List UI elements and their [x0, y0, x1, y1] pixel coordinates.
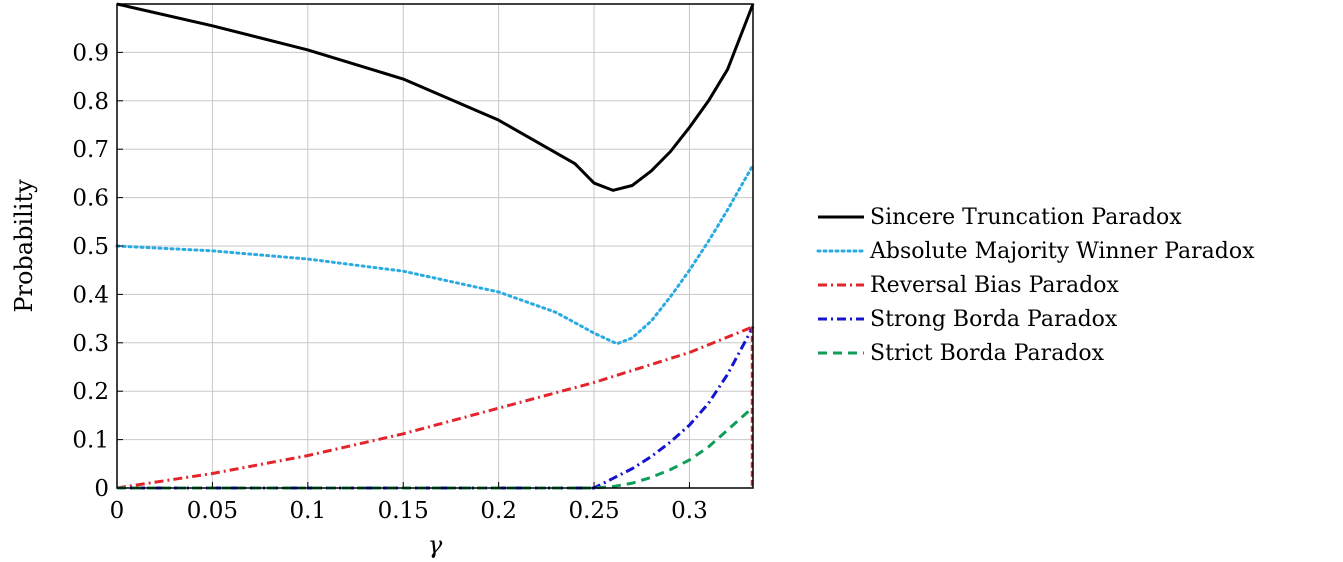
y-tick-label: 0.1 — [72, 428, 109, 454]
y-axis-label: Probability — [10, 179, 38, 313]
y-tick-label: 0.4 — [72, 282, 109, 308]
x-tick-label: 0 — [110, 498, 125, 524]
x-tick-label: 0.3 — [671, 498, 708, 524]
y-tick-label: 0.6 — [72, 186, 109, 212]
legend-label-4: Strong Borda Paradox — [870, 307, 1118, 332]
series-line-4 — [117, 326, 755, 490]
y-tick-label: 0.2 — [72, 379, 109, 405]
y-tick-label: 0.5 — [72, 234, 109, 260]
series-layer — [115, 2, 755, 490]
x-tick-labels: 0 0.05 0.1 0.15 0.2 0.25 0.3 — [110, 498, 708, 524]
legend-label-3: Reversal Bias Paradox — [870, 273, 1119, 298]
y-tick-label: 0.7 — [72, 137, 109, 163]
legend: Sincere Truncation Paradox Absolute Major… — [816, 205, 1255, 366]
y-tick-label: 0 — [94, 476, 109, 502]
x-tick-label: 0.15 — [378, 498, 429, 524]
x-tick-label: 0.1 — [290, 498, 327, 524]
x-axis-label: γ — [428, 531, 443, 559]
y-tick-label: 0.9 — [72, 40, 109, 66]
legend-label-5: Strict Borda Paradox — [870, 341, 1105, 366]
grid — [116, 4, 753, 489]
y-tick-label: 0.8 — [72, 89, 109, 115]
y-tick-label: 0.3 — [72, 331, 109, 357]
x-tick-label: 0.05 — [187, 498, 238, 524]
y-tick-labels: 0 0.1 0.2 0.3 0.4 0.5 0.6 0.7 0.8 0.9 — [72, 40, 109, 502]
series-line-3 — [116, 325, 754, 490]
legend-label-2: Absolute Majority Winner Paradox — [869, 239, 1255, 264]
plot-frame — [116, 3, 754, 489]
series-line-2 — [115, 163, 755, 346]
series-line-1 — [116, 2, 755, 192]
legend-label-1: Sincere Truncation Paradox — [870, 205, 1182, 230]
x-tick-label: 0.2 — [480, 498, 517, 524]
x-tick-label: 0.25 — [568, 498, 619, 524]
